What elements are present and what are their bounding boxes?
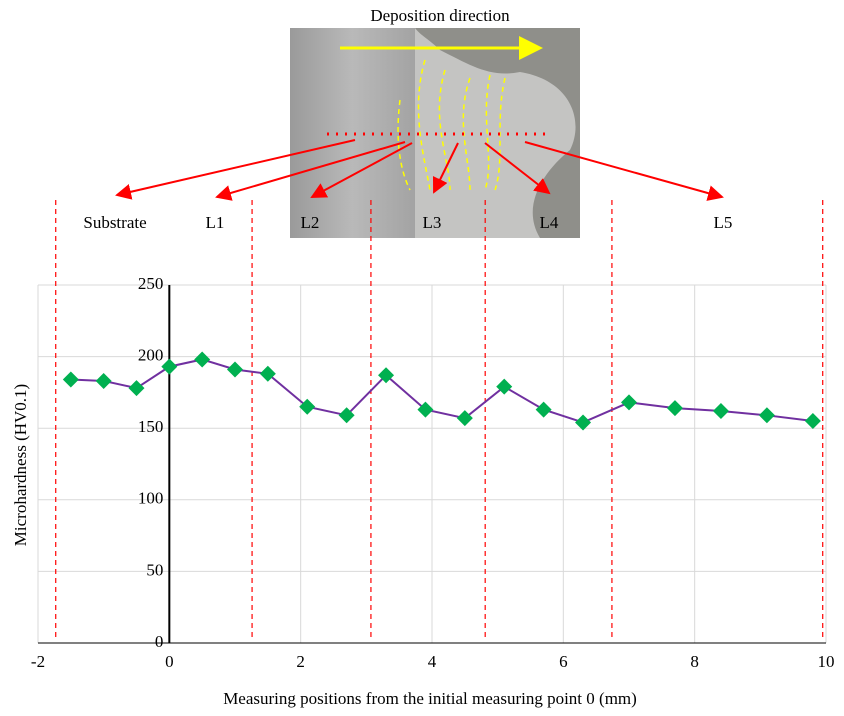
region-label: L1 — [206, 213, 225, 232]
y-tick-label: 0 — [155, 632, 164, 651]
y-axis-label: Microhardness (HV0.1) — [11, 384, 30, 546]
data-marker — [338, 407, 355, 424]
data-marker — [378, 367, 395, 384]
data-marker — [259, 365, 276, 382]
data-marker — [128, 380, 145, 397]
chart-title: Deposition direction — [370, 6, 510, 25]
data-marker — [161, 358, 178, 375]
region-label: Substrate — [83, 213, 146, 232]
x-tick-label: 2 — [296, 652, 305, 671]
data-marker — [456, 410, 473, 427]
x-tick-label: -2 — [31, 652, 45, 671]
data-marker — [299, 398, 316, 415]
data-marker — [227, 361, 243, 378]
x-tick-label: 6 — [559, 652, 568, 671]
data-marker — [496, 378, 513, 395]
region-label: L5 — [714, 213, 733, 232]
x-axis-label: Measuring positions from the initial mea… — [223, 689, 637, 708]
x-tick-label: 10 — [818, 652, 835, 671]
data-line — [70, 358, 813, 424]
y-tick-label: 250 — [138, 274, 164, 293]
x-tick-label: 4 — [428, 652, 437, 671]
y-tick-label: 50 — [146, 560, 163, 579]
data-marker — [535, 401, 552, 418]
data-marker — [666, 400, 683, 417]
data-marker — [62, 371, 79, 388]
region-label: L2 — [301, 213, 320, 232]
data-marker — [712, 403, 729, 420]
y-tick-label: 150 — [138, 417, 164, 436]
data-marker — [758, 407, 775, 424]
data-marker — [621, 394, 637, 411]
data-marker — [194, 351, 211, 368]
data-marker — [95, 372, 112, 389]
specimen-photo — [115, 28, 724, 238]
y-tick-label: 200 — [138, 346, 164, 365]
x-tick-label: 8 — [690, 652, 699, 671]
data-marker — [417, 401, 434, 418]
x-tick-label: 0 — [165, 652, 174, 671]
data-marker — [804, 413, 821, 430]
region-label: L3 — [423, 213, 442, 232]
y-tick-label: 100 — [138, 489, 164, 508]
region-label: L4 — [540, 213, 559, 232]
data-marker — [575, 414, 592, 431]
